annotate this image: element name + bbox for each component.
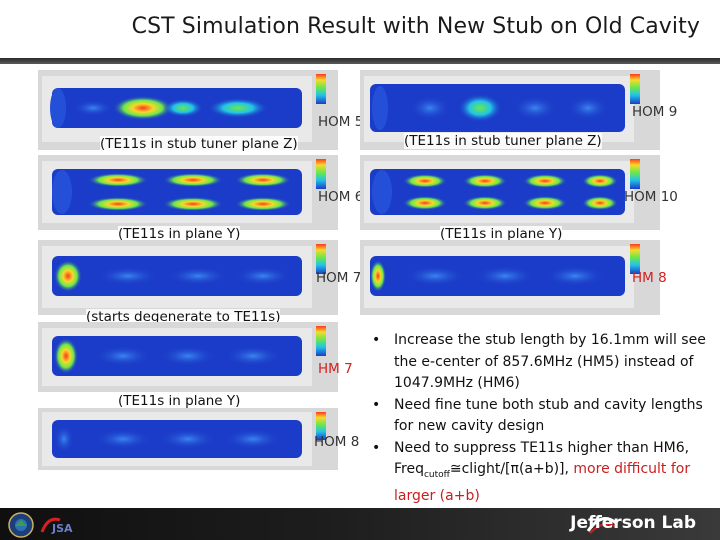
- mode-label-hom8: HOM 8: [314, 434, 360, 450]
- note-text-formula: ≅clight/[π(a+b)],: [449, 461, 574, 477]
- mode-label-hom9: HOM 9: [632, 104, 678, 120]
- jefferson-lab-logo: Jefferson Lab: [570, 513, 696, 533]
- footer-bar: [0, 508, 720, 540]
- note-item: Increase the stub length by 16.1mm will …: [370, 330, 710, 395]
- note-subscript: cutoff: [423, 469, 450, 480]
- caption-hom6: (TE11s in plane Y): [118, 226, 241, 242]
- note-text: Need fine tune both stub and cavity leng…: [394, 396, 703, 435]
- note-item: Need fine tune both stub and cavity leng…: [370, 395, 710, 438]
- caption-hom7: (starts degenerate to TE11s): [86, 309, 281, 325]
- caption-hom5: (TE11s in stub tuner plane Z): [100, 136, 298, 152]
- jsa-logo-icon: JSA: [40, 517, 73, 535]
- title-divider: [0, 58, 720, 64]
- sim-panel-hom6: [38, 155, 338, 230]
- sim-panel-hom8: [38, 408, 338, 470]
- mode-label-hom7: HOM 7: [316, 270, 362, 286]
- jsa-label: JSA: [51, 522, 73, 535]
- sim-panel-hm7: [38, 322, 338, 392]
- mode-label-hm7: HM 7: [318, 361, 353, 377]
- note-text-emphasis: more difficult for larger (a+b): [394, 461, 691, 505]
- note-text: Increase the stub length by 16.1mm will …: [394, 332, 706, 391]
- page-title: CST Simulation Result with New Stub on O…: [131, 14, 700, 39]
- caption-hom9: (TE11s in stub tuner plane Z): [404, 133, 602, 149]
- mode-label-hom5: HOM 5: [318, 114, 364, 130]
- mode-label-hom10: HOM 10: [624, 189, 678, 205]
- sim-panel-hom7: [38, 240, 338, 315]
- mode-label-hom6: HOM 6: [318, 189, 364, 205]
- note-text: Need to suppress TE11s higher than HM6, …: [394, 439, 690, 478]
- mode-label-hm8: HM 8: [632, 270, 667, 286]
- jefferson-lab-swoosh-icon: [586, 517, 617, 534]
- caption-hm7: (TE11s in plane Y): [118, 393, 241, 409]
- doe-seal-icon: [8, 512, 34, 538]
- sim-panel-hom10: [360, 155, 660, 230]
- notes-list: Increase the stub length by 16.1mm will …: [370, 330, 710, 508]
- caption-hom10: (TE11s in plane Y): [440, 226, 563, 242]
- sim-panel-hom5: [38, 70, 338, 150]
- sim-panel-hm8: [360, 240, 660, 315]
- note-item: Need to suppress TE11s higher than HM6, …: [370, 438, 710, 508]
